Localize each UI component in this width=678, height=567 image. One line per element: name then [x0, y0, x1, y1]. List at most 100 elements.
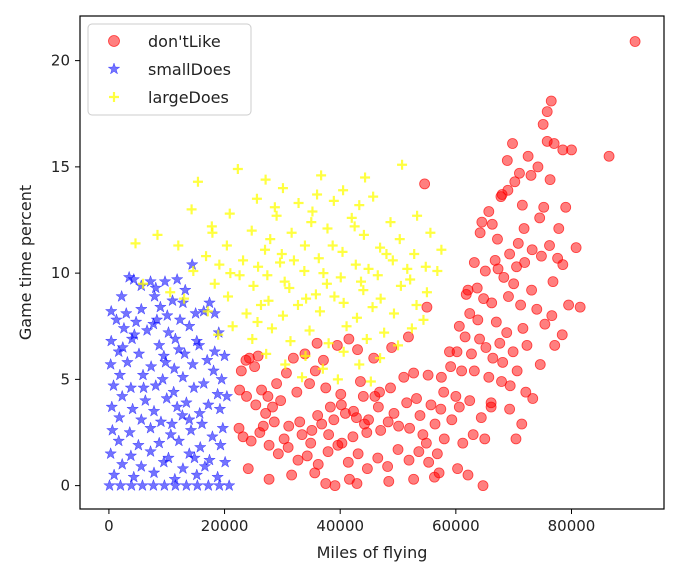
data-point-smalldoes — [215, 372, 229, 385]
data-point-dontlike — [411, 393, 422, 404]
data-point-largedoes — [252, 317, 263, 327]
x-tick-label: 60000 — [432, 517, 480, 535]
data-point-dontlike — [444, 346, 455, 358]
data-point-dontlike — [419, 178, 431, 190]
data-point-dontlike — [262, 390, 274, 402]
data-point-largedoes — [188, 266, 199, 276]
data-point-dontlike — [492, 233, 503, 245]
y-tick-label: 20 — [51, 52, 70, 70]
data-point-largedoes — [421, 287, 432, 298]
data-point-dontlike — [472, 314, 484, 326]
data-point-smalldoes — [160, 308, 174, 322]
data-point-largedoes — [368, 191, 379, 202]
data-point-dontlike — [278, 433, 290, 445]
data-point-dontlike — [468, 365, 480, 377]
points-layer — [103, 36, 641, 492]
data-point-dontlike — [457, 437, 469, 449]
data-point-largedoes — [192, 176, 203, 187]
data-point-largedoes — [354, 359, 365, 370]
data-point-smalldoes — [125, 478, 138, 492]
data-point-dontlike — [355, 376, 366, 387]
data-point-largedoes — [265, 234, 276, 245]
data-point-dontlike — [404, 422, 415, 434]
data-point-smalldoes — [127, 470, 141, 483]
data-point-largedoes — [354, 200, 365, 211]
data-point-smalldoes — [168, 332, 182, 345]
data-point-dontlike — [527, 393, 539, 404]
data-point-smalldoes — [112, 434, 126, 447]
data-point-smalldoes — [158, 274, 172, 288]
data-point-largedoes — [279, 276, 290, 287]
data-point-dontlike — [263, 473, 275, 485]
data-point-dontlike — [393, 420, 404, 432]
data-point-largedoes — [207, 227, 218, 238]
data-point-dontlike — [435, 403, 447, 415]
data-point-dontlike — [496, 376, 507, 387]
data-point-largedoes — [246, 225, 257, 236]
data-point-dontlike — [414, 410, 426, 421]
data-point-dontlike — [566, 144, 577, 156]
data-point-dontlike — [372, 452, 384, 464]
data-point-largedoes — [248, 280, 259, 291]
data-point-dontlike — [515, 299, 527, 311]
data-point-largedoes — [234, 270, 245, 281]
data-point-largedoes — [387, 255, 398, 266]
data-point-dontlike — [328, 414, 340, 426]
data-point-dontlike — [480, 342, 492, 353]
legend-label: smallDoes — [148, 60, 231, 79]
data-point-dontlike — [382, 461, 394, 472]
data-point-smalldoes — [216, 421, 230, 434]
data-point-dontlike — [512, 237, 524, 249]
data-point-smalldoes — [187, 381, 201, 394]
data-point-dontlike — [541, 135, 553, 147]
legend: don'tLike smallDoes largeDoes — [87, 23, 252, 116]
data-point-largedoes — [338, 185, 349, 196]
data-point-dontlike — [479, 265, 491, 277]
data-point-dontlike — [375, 424, 387, 436]
data-point-smalldoes — [185, 257, 199, 271]
data-point-smalldoes — [107, 468, 121, 481]
data-point-dontlike — [361, 427, 373, 438]
x-tick-label: 80000 — [548, 517, 596, 535]
ticks-layer: 0 20000 40000 60000 80000 0 5 10 15 20 — [51, 52, 595, 535]
data-point-smalldoes — [159, 355, 173, 368]
data-point-largedoes — [255, 300, 266, 310]
data-point-largedoes — [138, 278, 149, 289]
data-point-largedoes — [375, 353, 386, 364]
data-point-dontlike — [383, 475, 395, 487]
data-point-smalldoes — [134, 412, 148, 426]
data-point-smalldoes — [104, 304, 118, 317]
data-point-largedoes — [202, 306, 213, 317]
data-point-dontlike — [374, 386, 385, 398]
data-point-dontlike — [629, 36, 641, 47]
data-point-dontlike — [322, 446, 334, 458]
data-point-dontlike — [526, 244, 538, 256]
data-point-dontlike — [507, 346, 519, 358]
data-point-smalldoes — [211, 387, 225, 400]
data-point-smalldoes — [149, 378, 163, 392]
data-point-largedoes — [201, 251, 212, 262]
data-point-largedoes — [241, 308, 252, 319]
legend-marker — [109, 92, 119, 102]
data-point-dontlike — [429, 418, 441, 430]
data-point-dontlike — [504, 380, 516, 392]
data-point-largedoes — [350, 259, 361, 270]
data-point-largedoes — [262, 270, 273, 281]
data-point-dontlike — [486, 297, 498, 309]
data-point-dontlike — [336, 437, 348, 449]
data-point-dontlike — [292, 454, 304, 466]
data-point-dontlike — [403, 331, 414, 343]
data-point-smalldoes — [166, 293, 179, 307]
data-point-dontlike — [534, 212, 546, 224]
data-point-dontlike — [301, 450, 313, 462]
data-point-smalldoes — [147, 478, 160, 492]
data-point-largedoes — [130, 238, 141, 249]
data-point-largedoes — [397, 159, 408, 170]
data-point-dontlike — [495, 191, 507, 203]
data-point-largedoes — [402, 263, 413, 274]
data-point-dontlike — [335, 399, 347, 411]
data-point-largedoes — [261, 348, 272, 359]
data-point-dontlike — [245, 435, 257, 447]
data-point-smalldoes — [127, 272, 141, 285]
data-point-largedoes — [307, 206, 318, 217]
